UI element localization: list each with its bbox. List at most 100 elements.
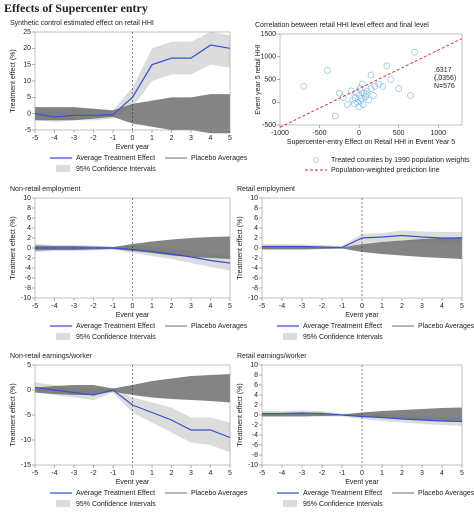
x-tick-label: -1 bbox=[110, 135, 116, 142]
scatter-point bbox=[383, 62, 391, 70]
x-tick-label: -5 bbox=[259, 303, 265, 310]
y-tick-label: -10 bbox=[21, 437, 31, 444]
y-tick-label: 8 bbox=[254, 205, 258, 212]
x-axis-title: Event year bbox=[345, 479, 379, 486]
scatter-point bbox=[357, 97, 365, 105]
scatter-point bbox=[411, 48, 418, 56]
x-tick-label: 3 bbox=[189, 135, 193, 142]
ate-line bbox=[34, 386, 231, 439]
legend-label: 95% Confidence Intervals bbox=[76, 501, 156, 508]
x-tick-label: 5 bbox=[228, 135, 232, 142]
y-tick-label: -8 bbox=[25, 285, 31, 292]
x-tick-label: 3 bbox=[189, 470, 193, 477]
x-axis-title: Event year bbox=[345, 312, 379, 319]
scatter-point bbox=[371, 83, 379, 90]
x-tick-label: 4 bbox=[440, 303, 444, 310]
scatter-point bbox=[358, 80, 366, 88]
y-tick-label: 1500 bbox=[260, 31, 276, 38]
y-tick-label: -5 bbox=[25, 412, 31, 419]
y-tick-label: 0 bbox=[27, 245, 31, 252]
x-tick-label: 4 bbox=[440, 470, 444, 477]
x-tick-label: -3 bbox=[71, 135, 77, 142]
x-tick-label: 2 bbox=[170, 470, 174, 477]
x-tick-label: -1000 bbox=[271, 130, 289, 137]
x-tick-label: 1 bbox=[380, 470, 384, 477]
panel-title: Non-retail employment bbox=[10, 186, 80, 193]
x-tick-label: 4 bbox=[209, 303, 213, 310]
legend-label: 95% Confidence Intervals bbox=[303, 501, 383, 508]
y-tick-label: 0 bbox=[27, 111, 31, 118]
y-tick-label: 0 bbox=[254, 412, 258, 419]
x-tick-label: -3 bbox=[71, 470, 77, 477]
x-tick-label: 1000 bbox=[430, 130, 446, 137]
y-tick-label: -6 bbox=[252, 275, 258, 282]
x-tick-label: -5 bbox=[32, 470, 38, 477]
x-tick-label: 0 bbox=[360, 470, 364, 477]
y-tick-label: 2 bbox=[254, 235, 258, 242]
legend-label: Average Treatment Effect bbox=[76, 490, 155, 497]
annotation: (.0356) bbox=[434, 75, 456, 82]
x-tick-label: 0 bbox=[360, 303, 364, 310]
y-tick-label: -10 bbox=[248, 462, 258, 469]
y-tick-label: 6 bbox=[254, 382, 258, 389]
y-axis-title: Event year 5 retail HHI bbox=[255, 44, 262, 114]
x-tick-label: 0 bbox=[357, 130, 361, 137]
x-tick-label: -4 bbox=[279, 470, 285, 477]
y-tick-label: -6 bbox=[25, 275, 31, 282]
x-tick-label: 3 bbox=[420, 470, 424, 477]
y-tick-label: 2 bbox=[254, 402, 258, 409]
legend-label: 95% Confidence Intervals bbox=[76, 166, 156, 173]
y-tick-label: 10 bbox=[250, 362, 258, 369]
x-tick-label: 4 bbox=[209, 470, 213, 477]
panel-title: Retail earnings/worker bbox=[237, 353, 307, 360]
ate-line bbox=[35, 247, 231, 264]
annotation: N=576 bbox=[434, 83, 455, 90]
y-tick-label: 10 bbox=[250, 195, 258, 202]
x-tick-label: 2 bbox=[170, 135, 174, 142]
legend-label: Placebo Averages bbox=[418, 490, 474, 497]
legend-swatch bbox=[313, 157, 319, 163]
scatter-point bbox=[407, 92, 414, 99]
ate-line bbox=[34, 44, 231, 118]
y-tick-label: -8 bbox=[252, 452, 258, 459]
scatter-point bbox=[363, 87, 371, 95]
y-tick-label: 1000 bbox=[260, 54, 276, 61]
y-tick-label: 0 bbox=[272, 99, 276, 106]
y-tick-label: 2 bbox=[27, 235, 31, 242]
x-tick-label: -2 bbox=[90, 135, 96, 142]
figure-title: Effects of Supercenter entry bbox=[4, 1, 148, 15]
scatter-point bbox=[387, 76, 395, 83]
y-tick-label: 6 bbox=[27, 215, 31, 222]
x-axis-title: Supercenter-entry Effect on Retail HHI i… bbox=[287, 139, 455, 146]
y-tick-label: 20 bbox=[23, 45, 31, 52]
x-tick-label: 5 bbox=[228, 303, 232, 310]
x-tick-label: 0 bbox=[131, 303, 135, 310]
x-tick-label: 1 bbox=[150, 135, 154, 142]
y-axis-title: Treatment effect (%) bbox=[10, 383, 17, 446]
ci-band bbox=[35, 32, 230, 122]
x-axis-title: Event year bbox=[116, 144, 150, 151]
x-tick-label: 2 bbox=[400, 470, 404, 477]
legend-swatch bbox=[283, 333, 297, 340]
panel-title: Correlation between retail HHI level eff… bbox=[255, 22, 429, 29]
x-tick-label: -5 bbox=[259, 470, 265, 477]
legend-swatch bbox=[56, 165, 70, 172]
legend-label: Placebo Averages bbox=[191, 490, 248, 497]
legend-label: Placebo Averages bbox=[418, 323, 474, 330]
y-tick-label: 6 bbox=[254, 215, 258, 222]
ate-line bbox=[262, 234, 462, 249]
y-tick-label: 15 bbox=[23, 62, 31, 69]
y-tick-label: 10 bbox=[23, 78, 31, 85]
x-tick-label: -1 bbox=[110, 303, 116, 310]
scatter-point bbox=[343, 101, 351, 108]
legend-label: 95% Confidence Intervals bbox=[76, 334, 156, 341]
legend-swatch bbox=[283, 500, 297, 507]
scatter-point bbox=[367, 85, 375, 92]
y-tick-label: 5 bbox=[27, 94, 31, 101]
y-tick-label: 25 bbox=[23, 29, 31, 36]
x-tick-label: -3 bbox=[299, 303, 305, 310]
y-axis-title: Treatment effect (%) bbox=[10, 49, 17, 112]
scatter-point bbox=[356, 85, 364, 92]
x-tick-label: 2 bbox=[170, 303, 174, 310]
